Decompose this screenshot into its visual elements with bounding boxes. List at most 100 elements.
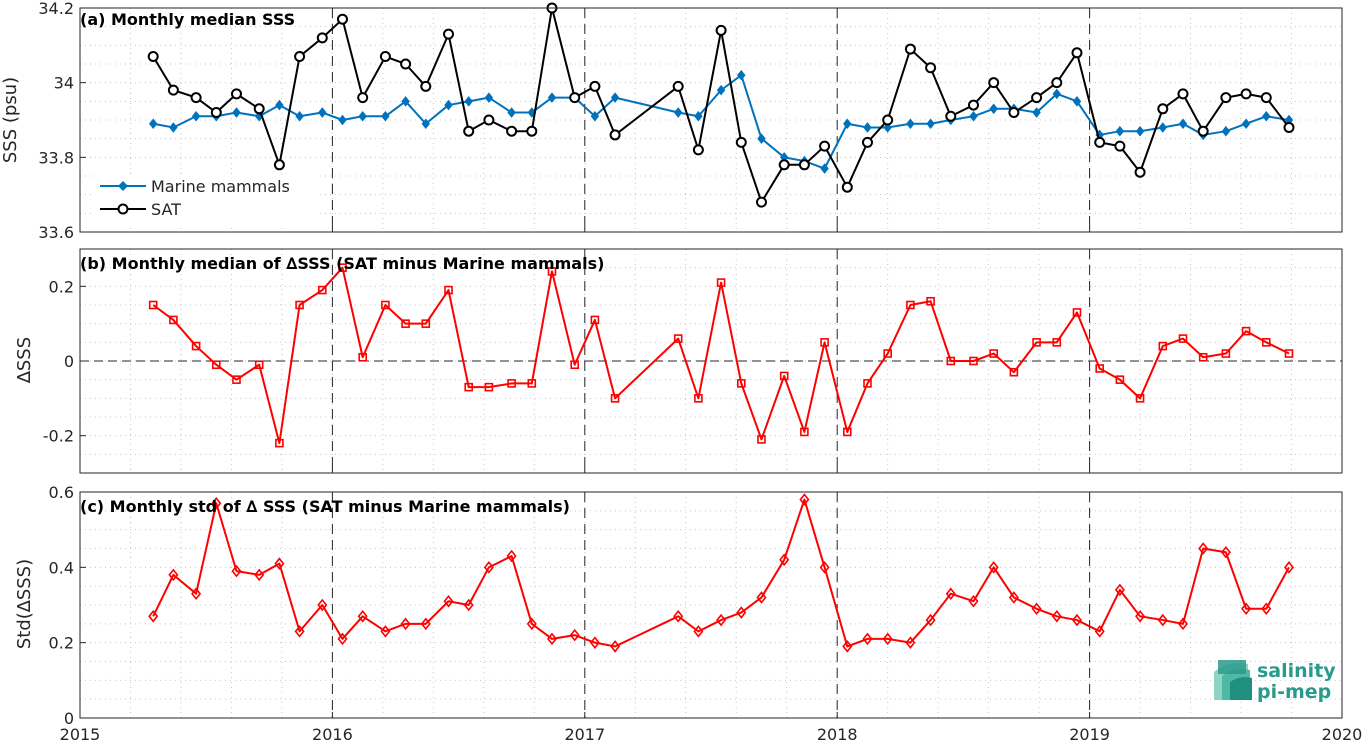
data-point — [799, 493, 810, 506]
data-point — [527, 379, 537, 388]
data-point — [1241, 326, 1251, 336]
data-point — [294, 625, 305, 638]
data-point — [148, 300, 158, 310]
legend-marker-sat — [117, 203, 129, 215]
data-point — [316, 32, 328, 44]
data-point — [736, 379, 746, 388]
data-point — [882, 632, 893, 646]
data-point — [779, 371, 789, 381]
data-point — [381, 110, 390, 122]
y-tick-label: 0 — [64, 352, 74, 371]
data-point — [1177, 88, 1189, 100]
data-point — [778, 159, 790, 171]
data-point — [546, 632, 558, 646]
data-point — [694, 110, 703, 122]
data-point — [254, 360, 264, 370]
data-point — [443, 28, 455, 40]
y-tick-label: 33.8 — [38, 148, 74, 167]
data-point — [380, 625, 391, 638]
panel-b-y-label: ∆SSS — [14, 337, 35, 384]
data-point — [484, 382, 494, 392]
panel-b-series — [148, 263, 1294, 448]
data-point — [906, 300, 915, 310]
y-tick-label: 0.6 — [49, 483, 74, 502]
data-point — [1135, 394, 1145, 403]
data-point — [945, 587, 956, 600]
data-point — [1240, 88, 1252, 100]
data-point — [1261, 338, 1271, 347]
panel-c-title: (c) Monthly std of ∆ SSS (SAT minus Mari… — [80, 497, 570, 516]
data-point — [506, 125, 518, 137]
data-point — [863, 122, 872, 133]
data-point — [1094, 625, 1105, 638]
data-point — [148, 118, 158, 130]
data-point — [906, 118, 915, 130]
data-point — [400, 617, 411, 631]
data-point — [590, 110, 600, 122]
data-point — [1260, 92, 1272, 104]
data-point — [1198, 542, 1209, 555]
data-point — [1008, 591, 1019, 604]
data-point — [1198, 352, 1208, 362]
data-point — [483, 561, 494, 574]
data-point — [547, 92, 557, 103]
y-tick-label: 33.6 — [38, 223, 74, 242]
data-point — [273, 159, 285, 171]
data-point — [358, 352, 367, 362]
data-point — [1134, 166, 1146, 178]
data-point — [842, 640, 853, 653]
data-point — [988, 77, 1000, 89]
series-line-c-0 — [152, 498, 1290, 648]
data-point — [464, 96, 473, 107]
data-point — [507, 107, 516, 118]
data-point — [569, 628, 580, 642]
data-point — [716, 613, 727, 627]
panel-c: 0 0.2 0.4 0.6 2015 2016 2017 2018 2019 2020 (c) … — [14, 483, 1362, 744]
data-point — [1095, 364, 1104, 373]
data-point — [231, 564, 242, 578]
data-point — [737, 69, 746, 81]
data-point — [988, 561, 999, 574]
data-point — [715, 24, 727, 36]
data-point — [716, 84, 726, 96]
data-point — [274, 557, 285, 570]
data-point — [1197, 125, 1209, 137]
data-point — [232, 375, 241, 384]
panel-c-y-ticks: 0 0.2 0.4 0.6 — [49, 483, 1343, 728]
data-point — [967, 99, 979, 111]
data-point — [1241, 118, 1251, 130]
data-point — [401, 96, 410, 107]
data-point — [147, 51, 159, 63]
data-point — [969, 110, 978, 122]
data-point — [735, 136, 747, 148]
data-point — [779, 553, 790, 567]
data-point — [716, 278, 726, 287]
data-point — [989, 349, 998, 358]
logo-text-pi-mep: pi-mep — [1257, 681, 1331, 703]
data-point — [800, 427, 809, 437]
data-point — [694, 394, 703, 403]
y-tick-label: 0.2 — [49, 634, 74, 653]
y-tick-label: 0 — [64, 709, 74, 728]
data-point — [547, 267, 557, 276]
data-point — [463, 598, 474, 612]
data-point — [1051, 77, 1063, 89]
data-point — [905, 636, 916, 649]
data-point — [1178, 334, 1188, 343]
data-point — [275, 99, 284, 111]
data-point — [483, 114, 495, 126]
data-point — [401, 319, 410, 328]
data-point — [357, 610, 368, 623]
data-point — [381, 300, 390, 310]
data-point — [318, 107, 327, 118]
legend-background — [92, 174, 316, 224]
data-point — [925, 62, 937, 74]
data-point — [464, 382, 473, 392]
data-point — [883, 122, 892, 133]
data-point — [1220, 545, 1231, 559]
data-point — [210, 107, 222, 119]
y-tick-label: -0.2 — [43, 427, 74, 446]
data-point — [1261, 602, 1272, 616]
data-point — [420, 80, 432, 92]
